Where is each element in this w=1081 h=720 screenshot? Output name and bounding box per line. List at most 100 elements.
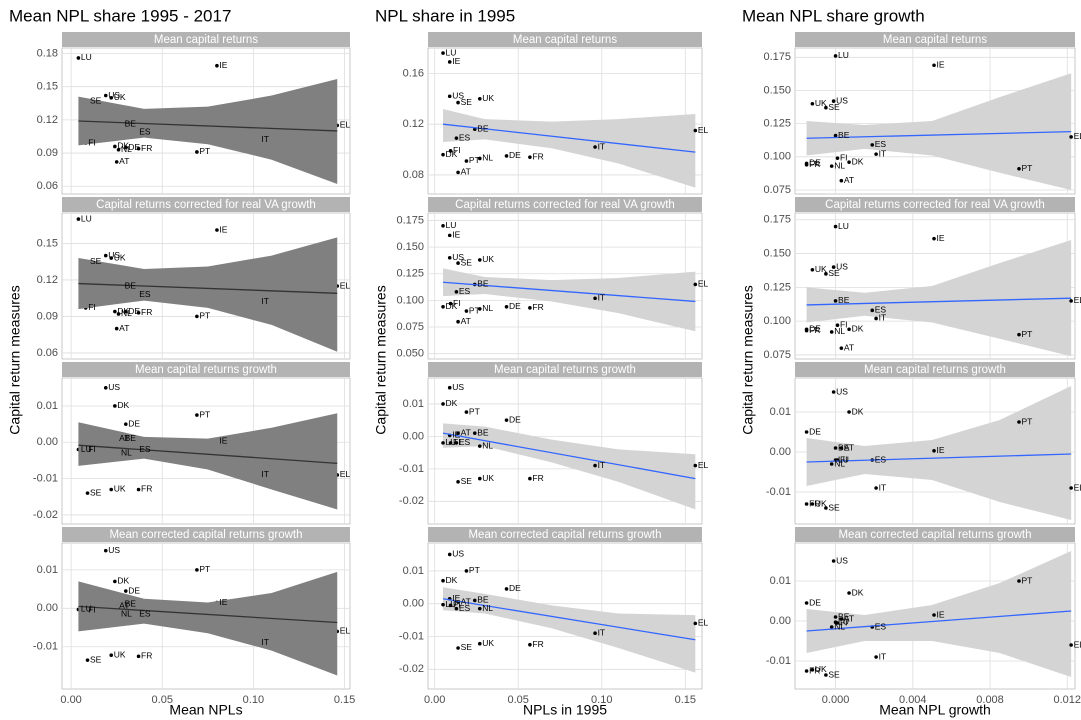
point: [528, 476, 532, 481]
point: [835, 156, 840, 160]
point: [456, 100, 460, 105]
point-label: SE: [828, 502, 840, 512]
y-tick-label: 0.100: [763, 315, 791, 327]
point: [195, 568, 199, 572]
point-label: US: [108, 545, 120, 555]
point-label: EL: [1074, 295, 1081, 305]
y-tick-label: 0.15: [37, 81, 58, 93]
y-tick-label: 0.08: [403, 169, 424, 181]
x-tick-label: 0.15: [675, 694, 696, 706]
strip: [428, 527, 702, 542]
point-label: ES: [459, 286, 471, 296]
y-tick-label: 0.125: [396, 268, 424, 280]
point: [477, 606, 482, 611]
point-label: DE: [128, 306, 140, 316]
point: [454, 290, 459, 294]
fit-line: [78, 444, 338, 464]
point: [693, 128, 698, 133]
point: [1017, 579, 1021, 583]
point-label: DK: [446, 301, 458, 311]
point: [136, 146, 141, 151]
point: [456, 170, 460, 175]
point-label: FR: [809, 498, 820, 508]
point: [113, 579, 117, 584]
point-label: FI: [453, 298, 461, 308]
point-label: IE: [452, 56, 460, 66]
point-label: US: [836, 261, 848, 271]
point-label: AT: [844, 175, 854, 185]
point: [215, 228, 219, 232]
point-label: BE: [125, 433, 137, 443]
point-label: FI: [840, 454, 848, 464]
fit-line: [806, 610, 1072, 632]
point-label: ES: [875, 454, 887, 464]
point-label: DK: [117, 576, 129, 586]
point: [109, 653, 114, 657]
x-tick-label: 0.05: [508, 694, 529, 706]
point-label: FI: [453, 600, 461, 610]
point-label: EL: [340, 626, 351, 636]
point-label: PT: [1022, 163, 1033, 173]
point-label: SE: [461, 257, 473, 267]
point-label: BE: [125, 599, 137, 609]
point: [833, 620, 838, 624]
point-label: LU: [838, 454, 849, 464]
point-label: ES: [139, 289, 151, 299]
point-label: IT: [261, 134, 269, 144]
point-label: IT: [879, 651, 887, 661]
point-label: AT: [461, 316, 471, 326]
y-tick-label: 0.00: [770, 446, 791, 458]
point-label: US: [108, 90, 120, 100]
point: [810, 101, 815, 106]
point: [829, 330, 834, 334]
point-label: US: [452, 549, 464, 559]
point: [874, 655, 878, 659]
point-label: BE: [838, 442, 850, 452]
point-label: FR: [809, 325, 820, 335]
point-label: IE: [219, 435, 227, 445]
y-tick-label: 0.150: [763, 247, 791, 259]
point-label: IT: [261, 296, 269, 306]
point-label: EL: [1074, 482, 1081, 492]
y-axis-label: Capital return measures: [7, 285, 23, 434]
point-label: PT: [469, 155, 480, 165]
point: [835, 323, 840, 328]
y-tick-label: 0.18: [37, 47, 58, 59]
point: [447, 233, 452, 238]
y-tick-label: -0.02: [399, 495, 424, 507]
point-label: DE: [809, 597, 821, 607]
strip: [795, 197, 1075, 212]
point-label: SE: [90, 654, 102, 664]
point: [829, 462, 834, 466]
point-label: FR: [809, 665, 820, 675]
y-tick-label: 0.12: [37, 274, 58, 286]
y-tick-label: 0.100: [396, 294, 424, 306]
point-label: IT: [598, 293, 606, 303]
point-label: AT: [119, 323, 129, 333]
point: [464, 569, 469, 573]
point-label: PT: [199, 146, 210, 156]
point-label: AT: [844, 613, 854, 623]
point-label: NL: [482, 303, 493, 313]
y-tick-label: 0.050: [396, 348, 424, 360]
y-tick-label: 0.09: [37, 310, 58, 322]
strip-label: Mean capital returns growth: [864, 364, 1006, 376]
y-tick-label: 0.100: [763, 151, 791, 163]
point-label: LU: [446, 220, 457, 230]
x-tick-label: 0.10: [591, 694, 612, 706]
point-label: SE: [461, 642, 473, 652]
point-label: EL: [698, 279, 709, 289]
point-label: DE: [128, 585, 140, 595]
point-label: US: [452, 382, 464, 392]
point: [113, 309, 117, 314]
point: [215, 63, 219, 68]
point-label: FI: [840, 152, 848, 162]
point-label: EL: [340, 280, 351, 290]
point-label: US: [836, 386, 848, 396]
point-label: EL: [1074, 131, 1081, 141]
point-label: BE: [838, 611, 850, 621]
